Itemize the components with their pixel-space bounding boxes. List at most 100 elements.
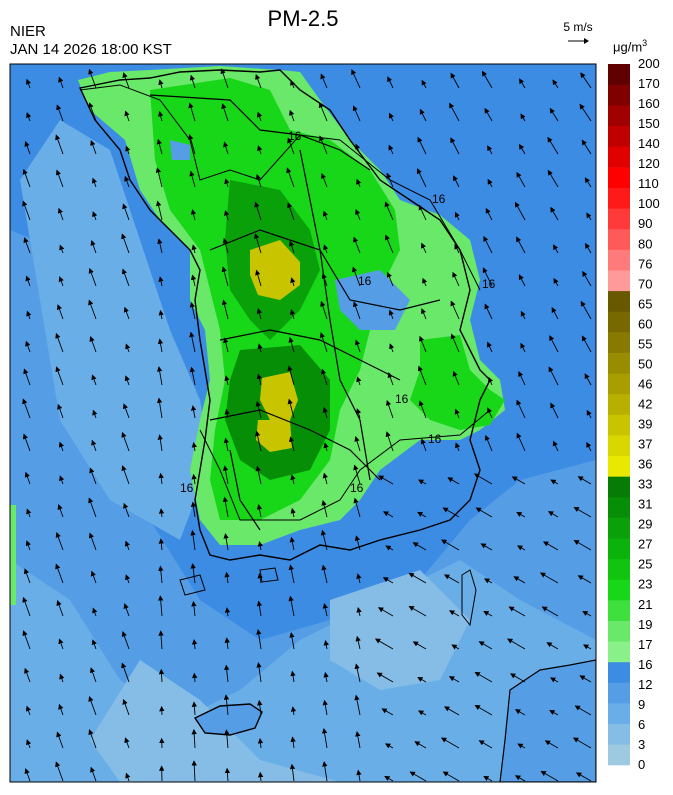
wind-arrow-icon <box>514 775 526 782</box>
wind-arrow-icon <box>421 79 427 89</box>
wind-arrow-icon <box>255 465 262 485</box>
wind-arrow-icon <box>320 73 328 89</box>
wind-arrow-icon <box>188 102 196 122</box>
wind-arrow-icon <box>55 366 64 386</box>
wind-arrow-icon <box>419 335 427 353</box>
wind-arrow-icon <box>257 771 264 782</box>
wind-arrow-icon <box>322 210 328 221</box>
colorbar-tick-label: 170 <box>638 76 660 91</box>
wind-arrow-icon <box>290 736 296 749</box>
wind-arrow-icon <box>474 671 493 683</box>
colorbar-swatch <box>608 620 630 642</box>
japan-coastline <box>499 659 596 782</box>
wind-arrow-icon <box>355 208 361 221</box>
wind-arrow-icon <box>473 473 493 485</box>
wind-arrow-icon <box>256 662 262 683</box>
wind-arrow-icon <box>25 275 31 287</box>
wind-arrow-icon <box>419 108 427 122</box>
wind-arrow-icon <box>355 731 361 749</box>
wind-arrow-icon <box>90 570 97 584</box>
wind-arrow-icon <box>389 343 395 353</box>
pm-very-high-field-central <box>260 372 298 425</box>
wind-arrow-icon <box>442 771 460 782</box>
wind-arrow-icon <box>356 607 362 617</box>
wind-arrow-icon <box>90 239 97 254</box>
colorbar-tick-label: 3 <box>638 737 645 752</box>
wind-arrow-icon <box>452 370 460 386</box>
wind-arrow-icon <box>220 68 229 89</box>
wind-arrow-icon <box>586 441 592 452</box>
wind-arrow-icon <box>257 738 264 749</box>
wind-arrow-icon <box>518 370 526 386</box>
wind-arrow-icon <box>157 595 164 617</box>
colorbar-tick-label: 42 <box>638 396 652 411</box>
colorbar-tick-label: 46 <box>638 376 652 391</box>
pm25-map: 16 16 16 16 16 16 16 16 <box>9 63 597 783</box>
wind-arrow-icon <box>586 212 592 221</box>
wind-arrow-icon <box>254 233 262 254</box>
wind-arrow-icon <box>318 102 328 122</box>
colorbar-tick-label: 65 <box>638 296 652 311</box>
colorbar-swatch <box>608 682 630 704</box>
wind-arrow-icon <box>577 476 592 485</box>
wind-arrow-icon <box>223 437 230 452</box>
wind-arrow-icon <box>287 202 295 221</box>
wind-arrow-icon <box>448 676 460 683</box>
wind-arrow-icon <box>381 708 394 716</box>
contour-label-group: 16 16 16 16 16 16 16 16 <box>180 129 496 495</box>
wind-arrow-icon <box>224 767 231 782</box>
wind-arrow-icon <box>256 600 263 617</box>
wind-arrow-icon <box>516 236 526 254</box>
contour-label: 16 <box>395 392 409 406</box>
wind-arrow-icon <box>418 710 427 716</box>
contour-label: 16 <box>482 277 496 291</box>
wind-arrow-icon <box>224 571 230 584</box>
forecast-datetime: JAN 14 2026 18:00 KST <box>10 41 172 58</box>
colorbar-swatch <box>608 187 630 209</box>
colorbar-tick-label: 200 <box>638 56 660 71</box>
wind-arrow-icon <box>356 573 362 584</box>
wind-reference-arrow-icon <box>568 38 589 44</box>
unit-base: μg/m <box>613 39 643 55</box>
colorbar-swatch <box>608 393 630 415</box>
wind-arrow-icon <box>88 695 97 716</box>
wind-arrow-icon <box>549 709 559 716</box>
wind-arrow-icon <box>290 474 296 485</box>
wind-arrow-icon <box>579 675 592 683</box>
wind-arrow-icon <box>519 143 526 155</box>
wind-arrow-icon <box>189 170 196 188</box>
jeju-island <box>193 703 263 736</box>
wind-arrow-icon <box>121 662 130 683</box>
colorbar-swatch <box>608 538 630 560</box>
wind-arrow-icon <box>59 475 65 485</box>
wind-arrow-icon <box>288 564 295 584</box>
wind-arrow-icon <box>224 210 230 221</box>
wind-arrow-icon <box>125 574 131 584</box>
wind-arrow-icon <box>454 211 460 221</box>
wind-arrow-icon <box>354 436 361 452</box>
wind-arrow-icon <box>550 206 559 221</box>
wind-arrow-icon <box>518 274 526 287</box>
colorbar-swatch <box>608 105 630 127</box>
wind-arrow-icon <box>549 335 559 353</box>
unit-exponent: 3 <box>642 38 648 48</box>
wind-arrow-icon <box>355 408 362 419</box>
wind-arrow-icon <box>487 178 493 188</box>
colorbar-tick-label: 39 <box>638 417 652 432</box>
wind-arrow-icon <box>123 502 130 518</box>
colorbar-swatch <box>608 517 630 539</box>
wind-arrow-icon <box>409 771 427 782</box>
wind-arrow-icon <box>289 240 295 254</box>
wind-arrow-icon <box>55 761 64 782</box>
wind-arrow-icon <box>289 763 296 782</box>
wind-arrow-icon <box>121 268 130 287</box>
colorbar-swatch <box>608 125 630 147</box>
wind-arrow-icon <box>322 472 328 485</box>
wind-arrow-icon <box>581 139 592 155</box>
wind-arrow-icon <box>122 698 130 716</box>
wind-arrow-icon <box>388 112 394 122</box>
sea-south-field <box>330 570 470 690</box>
wind-arrow-icon <box>255 400 262 419</box>
wind-arrow-icon <box>191 672 198 683</box>
wind-arrow-icon <box>256 504 263 518</box>
